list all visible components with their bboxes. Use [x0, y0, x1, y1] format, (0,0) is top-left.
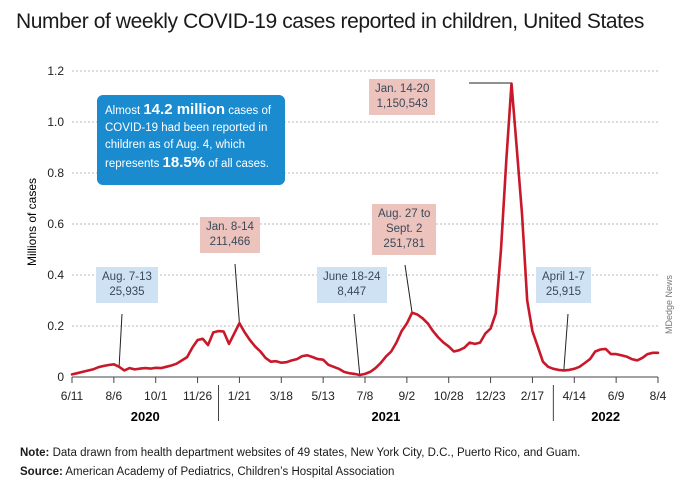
callout-value: 25,935 [109, 286, 145, 298]
y-tick-label: 0 [57, 370, 64, 384]
infobox-total-cases: 14.2 million [143, 101, 226, 118]
callout-line: June 18-24 [323, 271, 381, 283]
callout-jan-2021: Jan. 8-14 211,466 [200, 217, 260, 253]
callout-leader-line [563, 313, 569, 371]
y-tick-label: 0.4 [47, 268, 64, 282]
x-tick-label: 8/4 [650, 389, 667, 403]
callout-leader-line [404, 264, 413, 313]
year-label: 2020 [131, 409, 160, 424]
x-tick-label: 10/1 [144, 389, 168, 403]
x-tick-label: 8/6 [106, 389, 123, 403]
y-tick-label: 0.6 [47, 217, 64, 231]
callout-leader-line [234, 263, 240, 324]
x-tick-label: 10/28 [434, 389, 464, 403]
note-text: Data drawn from health department websit… [49, 447, 581, 459]
x-tick-label: 4/14 [563, 389, 587, 403]
x-tick-label: 7/8 [357, 389, 374, 403]
y-tick-label: 0.2 [47, 319, 64, 333]
callout-line: Aug. 27 to [378, 208, 431, 220]
chart-note: Note: Data drawn from health department … [20, 447, 580, 459]
year-label: 2022 [591, 409, 620, 424]
callout-line: Aug. 7-13 [102, 271, 152, 283]
callout-value: 251,781 [383, 238, 425, 250]
infobox-text-3: of all cases. [205, 158, 269, 170]
callout-line: April 1-7 [542, 271, 585, 283]
x-tick-label: 11/26 [183, 389, 212, 403]
y-tick-label: 1.2 [47, 64, 64, 78]
callout-line: Jan. 8-14 [206, 221, 254, 233]
callout-line: Sept. 2 [385, 223, 423, 235]
source-text: American Academy of Pediatrics, Children… [62, 466, 395, 478]
weekly-cases-line [70, 82, 660, 377]
chart-source: Source: American Academy of Pediatrics, … [20, 466, 394, 478]
x-tick-label: 3/18 [270, 389, 294, 403]
y-axis-label: Millions of cases [25, 178, 39, 266]
callout-line: Jan. 14-20 [375, 83, 430, 95]
summary-infobox: Almost 14.2 million cases of COVID-19 ha… [97, 95, 285, 185]
source-label: Source: [20, 466, 63, 478]
year-label: 2021 [371, 409, 400, 424]
infobox-text-2: cases of COVID-19 had been reported in c… [105, 105, 272, 170]
callout-value: 25,915 [545, 286, 581, 298]
x-tick-label: 1/21 [228, 389, 252, 403]
callout-jan-2022: Jan. 14-20 1,150,543 [369, 79, 436, 115]
infobox-share: 18.5% [162, 154, 206, 171]
x-tick-label: 5/13 [311, 389, 335, 403]
credit-label: MDedge News [664, 274, 674, 334]
y-tick-label: 1.0 [47, 115, 64, 129]
callout-value: 8,447 [337, 286, 367, 298]
callout-sept-2021: Aug. 27 to Sept. 2 251,781 [372, 204, 437, 255]
callout-value: 211,466 [209, 236, 251, 248]
callout-leader-line [353, 313, 361, 376]
y-tick-label: 0.8 [47, 166, 64, 180]
x-tick-label: 12/23 [476, 389, 506, 403]
x-tick-label: 6/9 [608, 389, 625, 403]
callout-april-2022: April 1-7 25,915 [536, 267, 591, 303]
infobox-text-1: Almost [105, 105, 144, 117]
callout-june-2021: June 18-24 8,447 [317, 267, 387, 303]
x-tick-label: 9/2 [399, 389, 416, 403]
callout-value: 1,150,543 [376, 98, 428, 110]
chart-title: Number of weekly COVID-19 cases reported… [16, 10, 644, 33]
x-tick-label: 2/17 [521, 389, 545, 403]
note-label: Note: [20, 447, 50, 459]
x-tick-label: 6/11 [61, 389, 84, 403]
callout-aug-2020: Aug. 7-13 25,935 [96, 267, 158, 303]
callout-leader-line [118, 313, 123, 367]
